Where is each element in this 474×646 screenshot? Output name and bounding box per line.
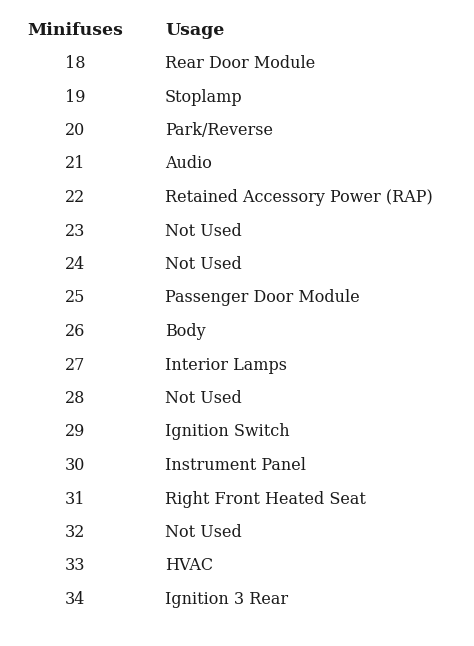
Text: 28: 28 bbox=[65, 390, 85, 407]
Text: 21: 21 bbox=[65, 156, 85, 172]
Text: Not Used: Not Used bbox=[165, 256, 242, 273]
Text: 18: 18 bbox=[65, 55, 85, 72]
Text: Stoplamp: Stoplamp bbox=[165, 89, 243, 105]
Text: Retained Accessory Power (RAP): Retained Accessory Power (RAP) bbox=[165, 189, 433, 206]
Text: Ignition Switch: Ignition Switch bbox=[165, 424, 290, 441]
Text: 33: 33 bbox=[65, 557, 85, 574]
Text: 27: 27 bbox=[65, 357, 85, 373]
Text: 34: 34 bbox=[65, 591, 85, 608]
Text: 23: 23 bbox=[65, 222, 85, 240]
Text: Interior Lamps: Interior Lamps bbox=[165, 357, 287, 373]
Text: 19: 19 bbox=[65, 89, 85, 105]
Text: Body: Body bbox=[165, 323, 206, 340]
Text: 24: 24 bbox=[65, 256, 85, 273]
Text: Passenger Door Module: Passenger Door Module bbox=[165, 289, 360, 306]
Text: Usage: Usage bbox=[165, 22, 224, 39]
Text: Park/Reverse: Park/Reverse bbox=[165, 122, 273, 139]
Text: Not Used: Not Used bbox=[165, 524, 242, 541]
Text: Instrument Panel: Instrument Panel bbox=[165, 457, 306, 474]
Text: 32: 32 bbox=[65, 524, 85, 541]
Text: Not Used: Not Used bbox=[165, 222, 242, 240]
Text: 26: 26 bbox=[65, 323, 85, 340]
Text: Ignition 3 Rear: Ignition 3 Rear bbox=[165, 591, 288, 608]
Text: Not Used: Not Used bbox=[165, 390, 242, 407]
Text: Audio: Audio bbox=[165, 156, 212, 172]
Text: 25: 25 bbox=[65, 289, 85, 306]
Text: HVAC: HVAC bbox=[165, 557, 213, 574]
Text: Right Front Heated Seat: Right Front Heated Seat bbox=[165, 490, 366, 508]
Text: 22: 22 bbox=[65, 189, 85, 206]
Text: 30: 30 bbox=[65, 457, 85, 474]
Text: Minifuses: Minifuses bbox=[27, 22, 123, 39]
Text: 31: 31 bbox=[65, 490, 85, 508]
Text: Rear Door Module: Rear Door Module bbox=[165, 55, 315, 72]
Text: 29: 29 bbox=[65, 424, 85, 441]
Text: 20: 20 bbox=[65, 122, 85, 139]
